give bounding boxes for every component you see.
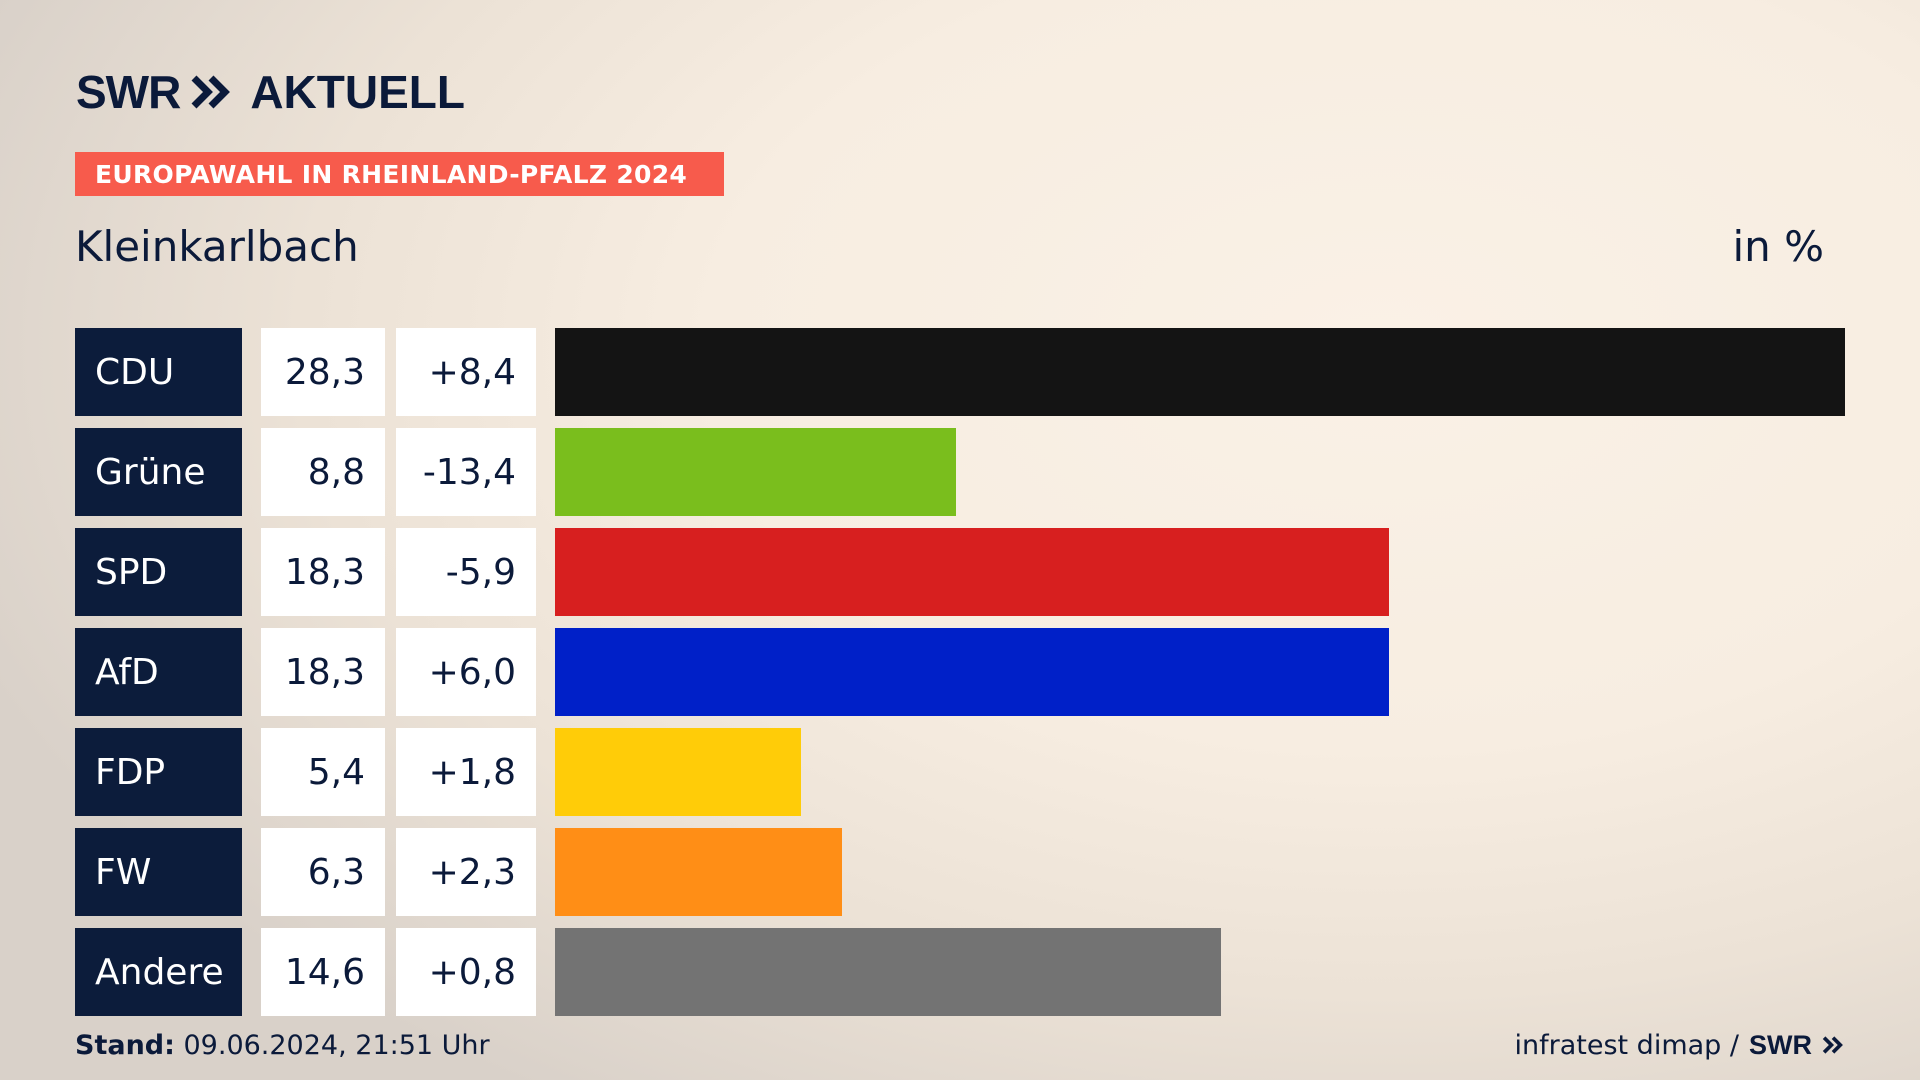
bar: [555, 728, 801, 816]
party-label: FW: [75, 828, 242, 916]
logo-suffix: AKTUELL: [250, 66, 465, 118]
change-label: +6,0: [396, 628, 536, 716]
source-logo: SWR: [1749, 1029, 1812, 1060]
vote-share-label: 5,4: [261, 728, 385, 816]
swr-aktuell-logo: SWR AKTUELL: [76, 64, 465, 120]
timestamp: Stand: 09.06.2024, 21:51 Uhr: [75, 1030, 490, 1061]
bar: [555, 628, 1389, 716]
election-banner: EUROPAWAHL IN RHEINLAND-PFALZ 2024: [75, 152, 724, 196]
vote-share-label: 8,8: [261, 428, 385, 516]
bar: [555, 928, 1221, 1016]
change-label: +2,3: [396, 828, 536, 916]
change-label: -5,9: [396, 528, 536, 616]
change-label: +0,8: [396, 928, 536, 1016]
bar: [555, 428, 956, 516]
party-label: AfD: [75, 628, 242, 716]
vote-share-label: 6,3: [261, 828, 385, 916]
logo-text: SWR: [76, 66, 181, 118]
party-label: FDP: [75, 728, 242, 816]
vote-share-label: 28,3: [261, 328, 385, 416]
vote-share-label: 14,6: [261, 928, 385, 1016]
change-label: +1,8: [396, 728, 536, 816]
party-label: Grüne: [75, 428, 242, 516]
change-label: -13,4: [396, 428, 536, 516]
vote-share-label: 18,3: [261, 628, 385, 716]
bar: [555, 328, 1845, 416]
party-label: Andere: [75, 928, 242, 1016]
party-label: CDU: [75, 328, 242, 416]
double-chevron-icon: [191, 75, 231, 109]
stand-label: Stand:: [75, 1030, 175, 1061]
bar: [555, 828, 842, 916]
vote-share-label: 18,3: [261, 528, 385, 616]
unit-label: in %: [1732, 222, 1824, 271]
source-credit: infratest dimap / SWR: [1514, 1028, 1844, 1062]
party-label: SPD: [75, 528, 242, 616]
region-title: Kleinkarlbach: [75, 222, 359, 271]
double-chevron-icon: [1822, 1036, 1843, 1054]
stand-value: 09.06.2024, 21:51 Uhr: [174, 1030, 490, 1061]
source-text: infratest dimap /: [1514, 1029, 1739, 1061]
change-label: +8,4: [396, 328, 536, 416]
bar: [555, 528, 1389, 616]
